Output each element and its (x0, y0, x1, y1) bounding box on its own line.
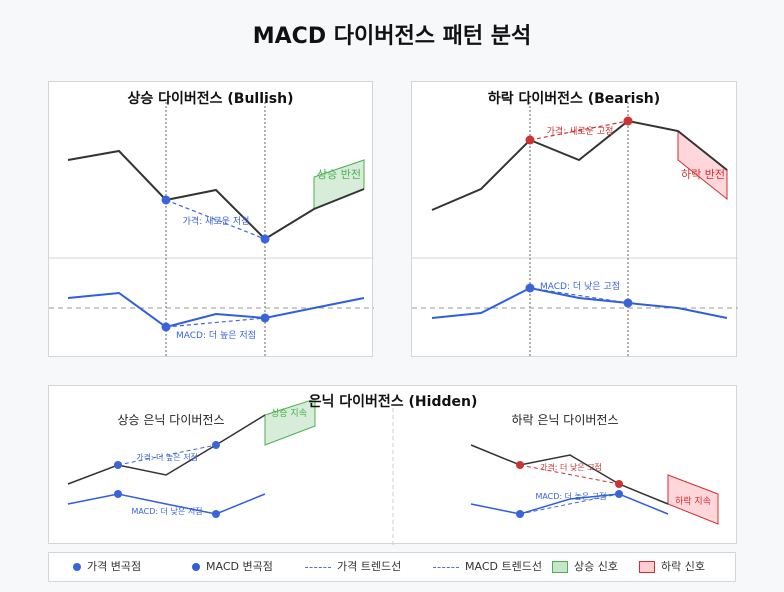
legend-label: 하락 신호 (661, 560, 705, 573)
macd-line (67, 291, 365, 329)
bullish-continuation-signal (264, 398, 316, 446)
macd-trend-line (117, 493, 217, 515)
macd-pivot-dot (615, 490, 623, 498)
macd-pivot-legend-icon (192, 563, 200, 571)
hidden-bearish-subtitle: 하락 은닉 다이버전스 (512, 413, 619, 427)
price-trend-line (529, 120, 629, 141)
legend-label: MACD 변곡점 (206, 560, 273, 573)
price-pivot-dot (525, 135, 535, 145)
macd-trend-line (165, 317, 266, 328)
macd-trend-line (519, 493, 620, 515)
price-pivot-dot (615, 480, 623, 488)
price-pivot-dot (161, 195, 171, 205)
price-trend-line (165, 199, 266, 240)
price-pivot-legend-icon (73, 563, 81, 571)
price-trend-label: 가격: 더 높은 저점 (136, 452, 198, 462)
macd-pivot-dot (525, 283, 535, 293)
price-pivot-dot (260, 234, 270, 244)
price-pivot-dot (114, 461, 122, 469)
price-line (67, 414, 266, 485)
hidden-panel-title: 은닉 다이버전스 (Hidden) (309, 393, 478, 410)
bull-signal-legend-icon (552, 561, 568, 573)
bearish-signal-label: 하락 반전 (681, 167, 725, 181)
price-line (470, 444, 669, 505)
legend: 가격 변곡점 MACD 변곡점 가격 트렌드선 MACD 트렌드선 상승 신호 … (48, 552, 736, 582)
bullish-continuation-label: 상승 지속 (271, 408, 307, 419)
price-trend-line (117, 444, 217, 466)
hidden-divergence-panel: 가격: 더 높은 저점 MACD: 더 낮은 저점 상승 지속 가격: 더 낮은… (48, 385, 737, 545)
macd-trend-label: MACD: 더 낮은 고점 (540, 280, 620, 292)
bearish-divergence-panel: 하락 다이버전스 (Bearish) 가격: 새로운 고점 MACD: 더 낮은… (411, 81, 738, 358)
bullish-divergence-panel: 상승 다이버전스 (Bullish) 가격: 새로운 저점 MACD: 더 높은… (48, 81, 374, 358)
legend-macd-trend: MACD 트렌드선 (433, 553, 542, 581)
price-line (431, 119, 728, 211)
price-pivot-dot (623, 116, 633, 126)
macd-trend-legend-icon (433, 566, 459, 568)
legend-price-pivot: 가격 변곡점 (73, 553, 141, 581)
macd-pivot-dot (260, 313, 270, 323)
price-pivot-dot (212, 441, 220, 449)
macd-pivot-dot (212, 510, 220, 518)
price-line (67, 149, 365, 241)
price-trend-label: 가격: 새로운 고점 (547, 125, 614, 137)
price-pivot-dot (516, 461, 524, 469)
legend-label: 가격 변곡점 (87, 560, 142, 573)
bearish-continuation-label: 하락 지속 (675, 495, 711, 507)
macd-trend-line (529, 287, 629, 304)
price-trend-line (519, 464, 620, 485)
macd-trend-label: MACD: 더 높은 고점 (535, 491, 606, 501)
macd-trend-label: MACD: 더 낮은 저점 (131, 506, 202, 516)
legend-macd-pivot: MACD 변곡점 (192, 553, 273, 581)
legend-bull-signal: 상승 신호 (552, 553, 618, 581)
bearish-chart: 가격: 새로운 고점 MACD: 더 낮은 고점 하락 반전 (412, 102, 738, 358)
bullish-panel-title: 상승 다이버전스 (Bullish) (127, 91, 294, 107)
bearish-continuation-signal (667, 474, 719, 525)
bullish-signal-label: 상승 반전 (317, 168, 361, 181)
hidden-bullish-subtitle: 상승 은닉 다이버전스 (118, 413, 225, 427)
macd-pivot-dot (516, 510, 524, 518)
price-trend-legend-icon (305, 566, 331, 568)
macd-line (470, 493, 669, 515)
bearish-panel-title: 하락 다이버전스 (Bearish) (487, 91, 661, 107)
macd-trend-label: MACD: 더 높은 저점 (176, 329, 256, 341)
macd-line (431, 286, 728, 319)
bear-signal-legend-icon (639, 561, 655, 573)
macd-pivot-dot (161, 322, 171, 332)
legend-price-trend: 가격 트렌드선 (305, 553, 401, 581)
legend-label: 가격 트렌드선 (337, 560, 402, 573)
price-trend-label: 가격: 더 낮은 고점 (540, 462, 602, 472)
macd-pivot-dot (623, 298, 633, 308)
bullish-chart: 가격: 새로운 저점 MACD: 더 높은 저점 상승 반전 (49, 102, 374, 358)
legend-label: 상승 신호 (574, 560, 618, 573)
page-title: MACD 다이버전스 패턴 분석 (252, 24, 532, 49)
hidden-chart: 가격: 더 높은 저점 MACD: 더 낮은 저점 상승 지속 가격: 더 낮은… (67, 393, 719, 545)
macd-pivot-dot (114, 490, 122, 498)
legend-bear-signal: 하락 신호 (639, 553, 705, 581)
price-trend-label: 가격: 새로운 저점 (183, 215, 250, 227)
legend-label: MACD 트렌드선 (465, 560, 542, 573)
